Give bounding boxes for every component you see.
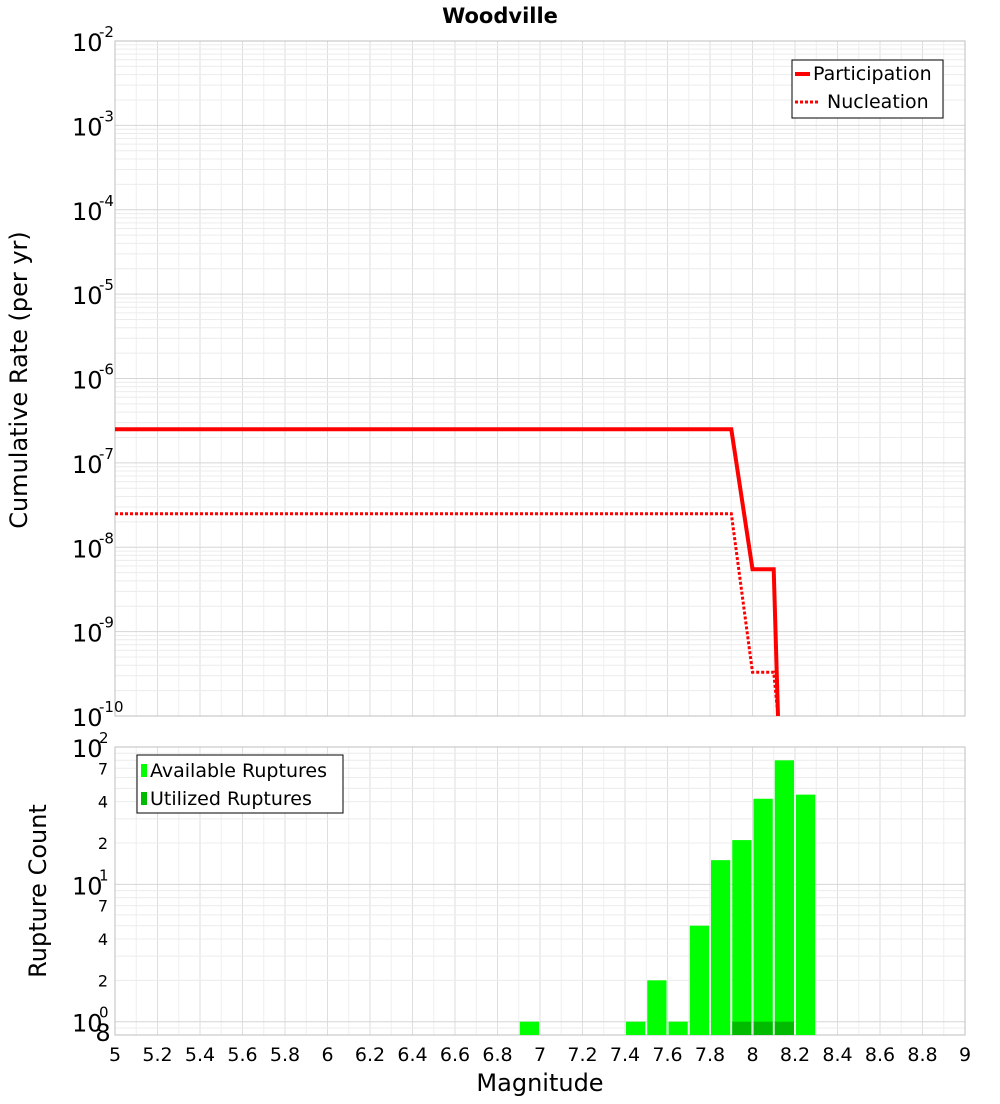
- legend-available-swatch: [141, 764, 147, 777]
- top-gridlines: [115, 41, 965, 717]
- x-tick-label: 8.4: [822, 1044, 852, 1066]
- chart-title: Woodville: [442, 4, 558, 28]
- bottom-y-tick-label: 10: [72, 735, 103, 763]
- x-tick-label: 5.4: [185, 1044, 215, 1066]
- available-ruptures-bar: [689, 925, 709, 1035]
- top-y-tick-labels: 10-210-310-410-510-610-710-810-910-10: [72, 23, 124, 732]
- x-tick-label: 6.4: [397, 1044, 427, 1066]
- top-y-tick-exponent: -6: [99, 361, 114, 379]
- x-tick-label: 8.8: [907, 1044, 937, 1066]
- x-tick-label: 5.8: [270, 1044, 300, 1066]
- x-axis-label: Magnitude: [476, 1069, 603, 1097]
- available-ruptures-bar: [711, 860, 731, 1035]
- x-tick-label: 6.8: [482, 1044, 512, 1066]
- top-legend-box: [791, 59, 944, 119]
- top-y-tick-exponent: -10: [99, 698, 124, 716]
- x-tick-labels: 5 5.2 5.4 5.6 5.8 6 6.2 6.4 6.6 6.8 7 7.2 7.4 7.6 7.8 8…: [109, 1044, 971, 1066]
- bottom-y-tick-label: 4: [98, 930, 108, 949]
- x-tick-label: 8.2: [780, 1044, 810, 1066]
- top-legend: Participation Nucleation: [791, 59, 944, 119]
- top-y-tick-exponent: -7: [99, 445, 114, 463]
- top-y-tick-label: 10: [72, 451, 103, 479]
- bottom-y-tick-label: 7: [98, 759, 108, 778]
- rupture-bars: [519, 760, 816, 1035]
- bottom-plot-frame: [114, 746, 966, 1036]
- x-tick-label: 8: [746, 1044, 758, 1066]
- legend-nucleation-label: Nucleation: [827, 91, 929, 113]
- available-ruptures-bar: [732, 840, 752, 1035]
- top-y-tick-exponent: -2: [99, 23, 114, 41]
- top-y-tick-label: 10: [72, 620, 103, 648]
- legend-utilized-label: Utilized Ruptures: [150, 788, 312, 810]
- bottom-y-tick-label: 7: [98, 897, 108, 916]
- bottom-legend-box: [136, 754, 344, 814]
- top-y-axis-label: Cumulative Rate (per yr): [5, 231, 33, 529]
- x-tick-label: 7.2: [567, 1044, 597, 1066]
- bottom-y-tick-label: 4: [98, 793, 108, 812]
- legend-utilized-swatch: [141, 792, 147, 805]
- x-tick-label: 8.6: [865, 1044, 895, 1066]
- top-y-tick-exponent: -3: [99, 107, 114, 125]
- x-tick-label: 5.6: [227, 1044, 257, 1066]
- bottom-legend: Available Ruptures Utilized Ruptures: [136, 754, 344, 814]
- legend-available-label: Available Ruptures: [150, 760, 327, 782]
- top-y-tick-label: 10: [72, 198, 103, 226]
- bottom-y-tick-label: 10: [72, 1010, 103, 1038]
- bottom-y-tick-exponent: 0: [99, 1004, 109, 1022]
- top-y-tick-exponent: -4: [99, 192, 114, 210]
- bottom-y-tick-label: 8: [95, 1019, 110, 1047]
- bottom-y-tick-exponent: 1: [99, 866, 109, 884]
- top-y-tick-label: 10: [72, 113, 103, 141]
- top-y-tick-label: 10: [72, 367, 103, 395]
- top-y-tick-label: 10: [72, 535, 103, 563]
- bottom-y-axis-label: Rupture Count: [24, 804, 52, 978]
- x-tick-label: 7: [534, 1044, 546, 1066]
- available-ruptures-bar: [668, 1021, 688, 1035]
- participation-line: [115, 427, 780, 717]
- top-y-tick-label: 10: [72, 29, 103, 57]
- x-tick-label: 6.2: [355, 1044, 385, 1066]
- available-ruptures-bar: [796, 794, 816, 1035]
- available-ruptures-bar: [774, 760, 794, 1035]
- x-tick-label: 7.8: [695, 1044, 725, 1066]
- top-y-tick-exponent: -8: [99, 529, 114, 547]
- available-ruptures-bar: [519, 1021, 539, 1035]
- x-tick-label: 9: [959, 1044, 971, 1066]
- nucleation-line: [115, 512, 780, 717]
- top-plot-frame: [114, 40, 966, 717]
- bottom-y-tick-label: 10: [72, 872, 103, 900]
- top-y-tick-exponent: -5: [99, 276, 114, 294]
- available-ruptures-bar: [647, 980, 667, 1035]
- x-tick-label: 6: [321, 1044, 333, 1066]
- x-tick-label: 7.6: [652, 1044, 682, 1066]
- top-y-tick-exponent: -9: [99, 614, 114, 632]
- bottom-y-tick-label: 2: [98, 834, 108, 853]
- bottom-y-tick-exponent: 2: [99, 729, 109, 747]
- available-ruptures-bar: [626, 1021, 646, 1035]
- legend-participation-label: Participation: [813, 63, 932, 85]
- x-tick-label: 5: [109, 1044, 121, 1066]
- top-y-tick-label: 10: [72, 704, 103, 732]
- bottom-y-tick-label: 2: [98, 971, 108, 990]
- top-y-tick-label: 10: [72, 282, 103, 310]
- utilized-ruptures-bar: [732, 1021, 752, 1035]
- utilized-ruptures-bar: [774, 1021, 794, 1035]
- x-tick-label: 7.4: [610, 1044, 640, 1066]
- x-tick-label: 5.2: [142, 1044, 172, 1066]
- available-ruptures-bar: [753, 798, 773, 1035]
- x-tick-label: 6.6: [440, 1044, 470, 1066]
- rate-lines: [115, 427, 780, 717]
- utilized-ruptures-bar: [753, 1021, 773, 1035]
